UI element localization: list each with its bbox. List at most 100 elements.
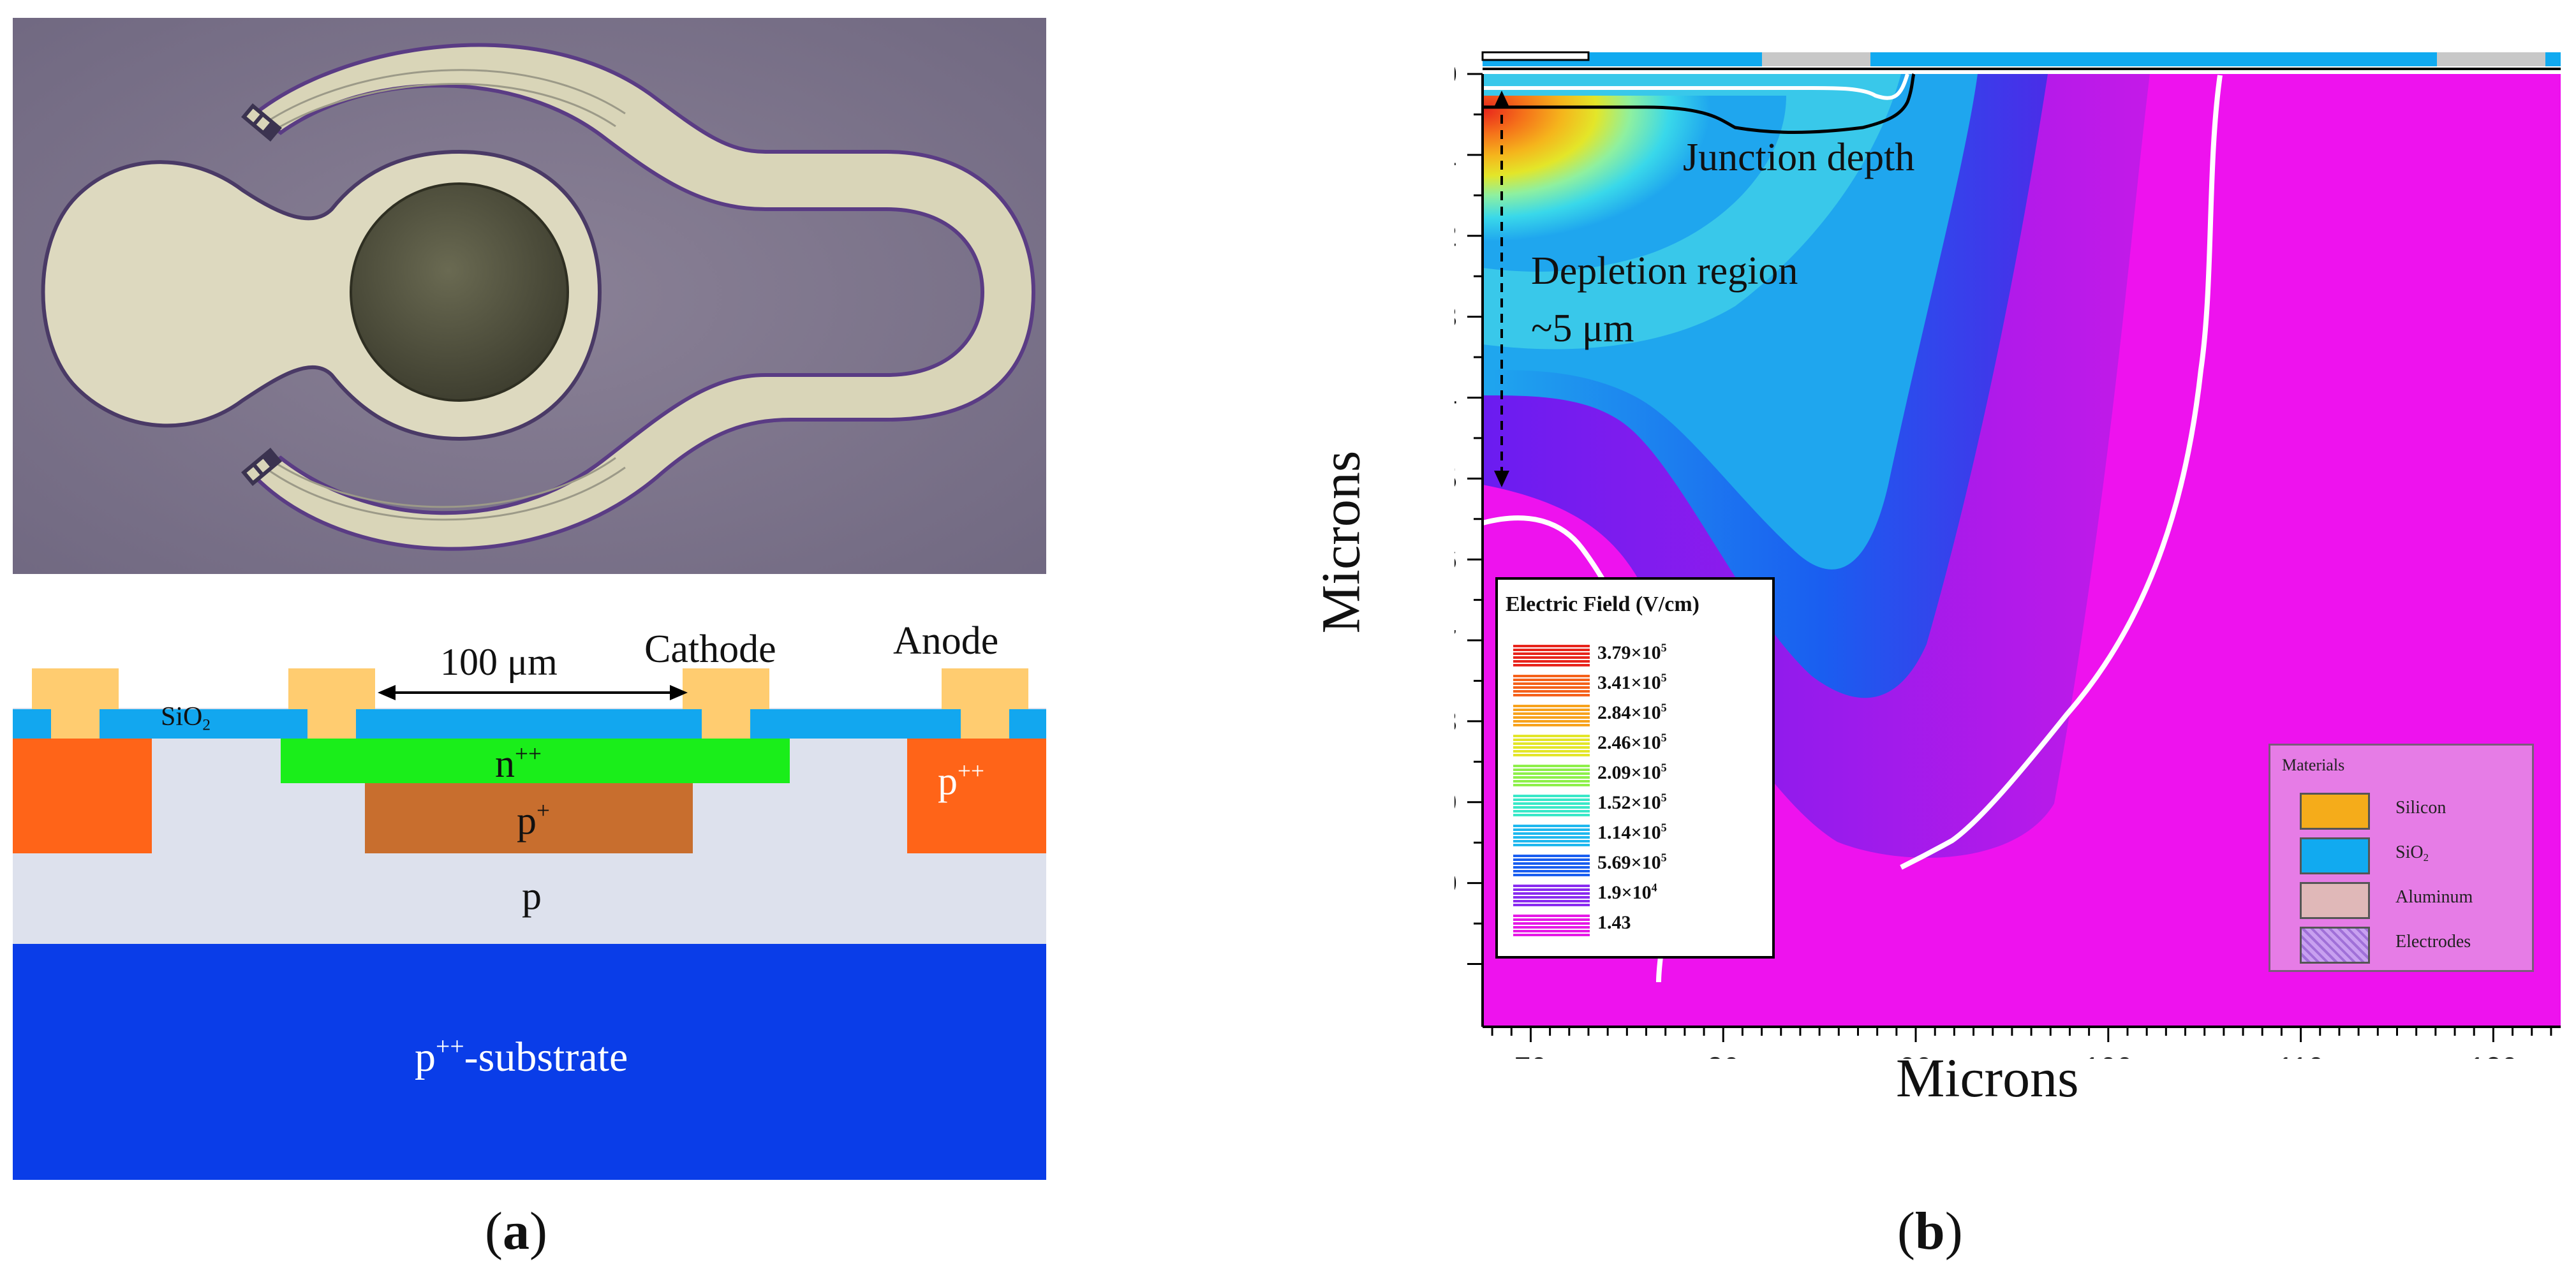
materials-legend-swatch <box>2300 793 2370 830</box>
panel-label-b: (b) <box>1897 1202 1963 1261</box>
surface-electrode-left <box>1481 51 1590 61</box>
x-tick-label: 100 <box>2084 1051 2133 1059</box>
materials-legend-title: Materials <box>2282 756 2345 774</box>
p-plus-layer <box>365 783 693 853</box>
field-legend-label: 3.79×105 <box>1597 641 1667 663</box>
field-legend-entry: 1.43 <box>1513 911 1768 939</box>
field-legend-label: 3.41×105 <box>1597 671 1667 693</box>
materials-legend-swatch <box>2300 837 2370 874</box>
panel-label-a: (a) <box>485 1202 547 1261</box>
y-axis-label: Microns <box>1310 450 1372 634</box>
n-plus-plus-label: n++ <box>495 740 542 786</box>
substrate-label: p++-substrate <box>415 1032 628 1080</box>
active-area <box>350 182 569 402</box>
axes: 0 1 2 3 4 5 6 7 8 9 10 70 80 90 100 110 120 <box>1455 57 2561 1059</box>
y-tick-label: 2 <box>1455 219 1457 253</box>
materials-legend: Materials Silicon SiO2 Aluminum Electrodes <box>2269 744 2534 972</box>
p-plus-plus-left <box>13 739 152 853</box>
p-layer-label: p <box>522 874 542 918</box>
field-legend-swatch <box>1513 673 1590 696</box>
y-tick-label: 5 <box>1455 462 1457 495</box>
field-legend-label: 2.46×105 <box>1597 731 1667 753</box>
contact-left <box>32 668 119 709</box>
materials-legend-entry: Electrodes <box>2300 924 2529 964</box>
materials-legend-entry: SiO2 <box>2300 835 2529 874</box>
depletion-boundary-outer <box>1900 75 2223 870</box>
field-legend-label: 5.69×105 <box>1597 851 1667 873</box>
y-tick-label: 9 <box>1455 786 1457 819</box>
materials-legend-label: Electrodes <box>2395 932 2471 952</box>
materials-legend-label: Silicon <box>2395 798 2446 818</box>
field-legend-swatch <box>1513 763 1590 786</box>
p-plus-plus-label: p++ <box>938 758 984 803</box>
field-legend-swatch <box>1513 853 1590 876</box>
anode-electrode <box>252 43 1036 551</box>
field-legend-swatch <box>1513 703 1590 726</box>
y-tick-label: 3 <box>1455 300 1457 334</box>
y-tick-label: 0 <box>1455 57 1457 91</box>
y-tick-label: 6 <box>1455 543 1457 576</box>
field-legend-entry: 2.46×105 <box>1513 731 1768 759</box>
contact-left-stem <box>51 709 100 739</box>
materials-legend-label: SiO2 <box>2395 842 2429 864</box>
cathode-label: Cathode <box>644 628 776 671</box>
field-legend-label: 1.52×105 <box>1597 791 1667 813</box>
field-legend-entry: 2.84×105 <box>1513 701 1768 729</box>
field-legend-entry: 5.69×105 <box>1513 851 1768 879</box>
junction-line <box>1483 73 1916 134</box>
x-tick-label: 70 <box>1514 1051 1547 1059</box>
y-tick-label: 7 <box>1455 624 1457 657</box>
device-cross-section <box>13 668 1046 1180</box>
materials-legend-entry: Aluminum <box>2300 879 2529 919</box>
field-legend-swatch <box>1513 733 1590 756</box>
dimension-arrow <box>378 685 688 700</box>
field-legend-swatch <box>1513 883 1590 906</box>
field-legend-swatch <box>1513 823 1590 846</box>
field-hot-core <box>1483 96 1786 272</box>
x-axis-label: Microns <box>1896 1047 2079 1108</box>
contact-cathode-left <box>288 668 375 709</box>
oxide-label: SiO2 <box>161 702 211 734</box>
field-legend-label: 1.14×105 <box>1597 821 1667 843</box>
depletion-region-label: Depletion region <box>1531 249 1798 293</box>
surface-aluminum-1 <box>1762 52 1870 66</box>
electrode-tip-top <box>241 103 282 142</box>
field-legend-entry: 3.79×105 <box>1513 641 1768 669</box>
field-legend-entry: 1.9×104 <box>1513 881 1768 909</box>
field-legend-label: 1.9×104 <box>1597 881 1657 903</box>
depletion-width-label: ~5 μm <box>1531 307 1634 350</box>
field-legend-swatch <box>1513 793 1590 816</box>
depletion-arrow <box>1494 91 1509 487</box>
surface-aluminum-2 <box>2437 52 2545 66</box>
y-tick-label: 10 <box>1455 867 1457 900</box>
field-legend-entry: 1.14×105 <box>1513 821 1768 849</box>
surface-oxide <box>1483 52 2561 66</box>
junction-white-edge <box>1483 73 1909 100</box>
materials-legend-label: Aluminum <box>2395 887 2473 907</box>
y-tick-label: 1 <box>1455 138 1457 172</box>
field-legend-label: 2.09×105 <box>1597 761 1667 783</box>
x-tick-label: 110 <box>2277 1051 2324 1059</box>
electrode-tip-bottom <box>241 447 282 487</box>
x-tick-label: 90 <box>1899 1051 1932 1059</box>
field-legend-swatch <box>1513 644 1590 666</box>
field-legend-entry: 3.41×105 <box>1513 671 1768 699</box>
field-legend: Electric Field (V/cm) 3.79×105 3.41×105 2.… <box>1495 577 1775 959</box>
p-plus-plus-right <box>907 739 1046 853</box>
materials-legend-entry: Silicon <box>2300 790 2529 830</box>
n-plus-plus-layer <box>281 739 790 783</box>
field-legend-entry: 1.52×105 <box>1513 791 1768 819</box>
oxide-layer <box>13 709 1046 739</box>
contact-anode <box>942 668 1028 709</box>
y-tick-label: 8 <box>1455 705 1457 738</box>
x-tick-label: 80 <box>1707 1051 1740 1059</box>
junction-depth-label: Junction depth <box>1683 136 1915 179</box>
y-tick-label: 4 <box>1455 381 1457 414</box>
contact-cathode-right-stem <box>702 709 750 739</box>
contact-anode-stem <box>961 709 1009 739</box>
anode-label: Anode <box>893 619 999 663</box>
field-legend-label: 1.43 <box>1597 912 1631 933</box>
field-legend-entry: 2.09×105 <box>1513 761 1768 789</box>
field-legend-label: 2.84×105 <box>1597 701 1667 723</box>
device-micrograph <box>13 18 1046 574</box>
